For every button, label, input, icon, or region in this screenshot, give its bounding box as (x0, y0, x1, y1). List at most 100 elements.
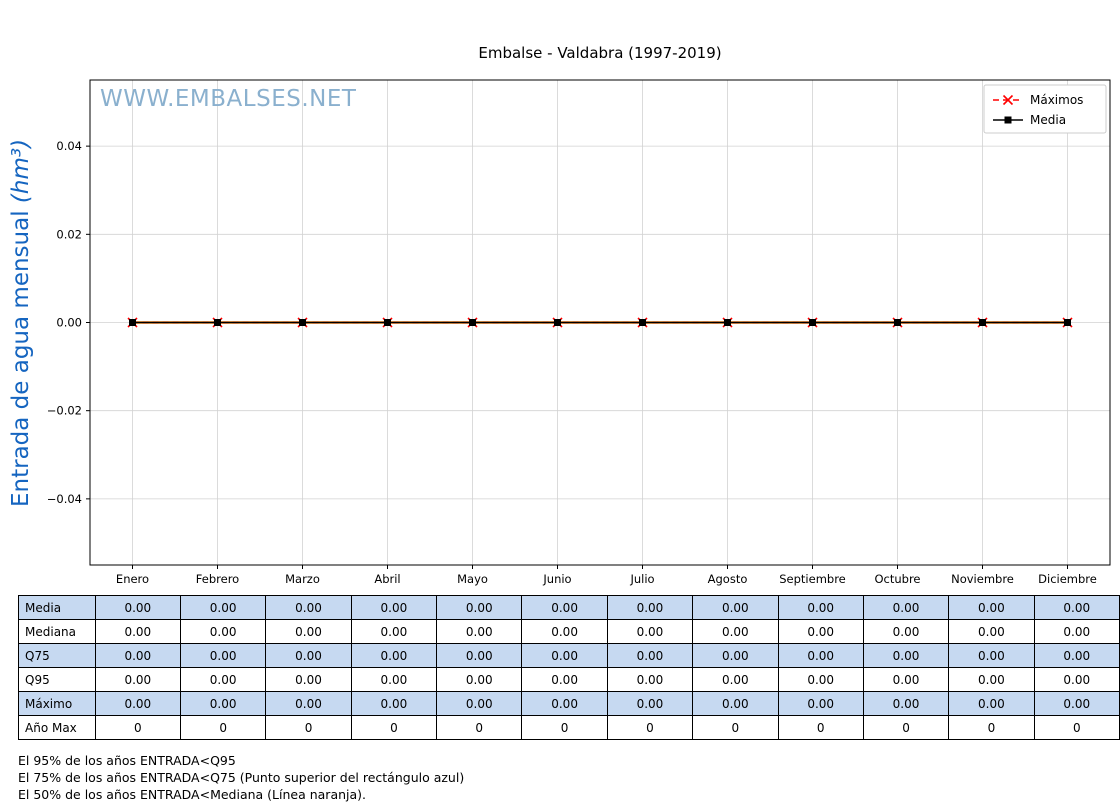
table-row: Año Max 0 0 0 0 0 0 0 0 0 0 0 0 (18, 715, 1120, 740)
legend-label: Máximos (1030, 93, 1083, 107)
svg-text:Septiembre: Septiembre (779, 572, 846, 586)
table-cell: 0.00 (692, 691, 779, 716)
table-cell: 0.00 (606, 691, 694, 716)
footnote-mediana: El 50% de los años ENTRADA<Mediana (Líne… (18, 787, 367, 802)
media-marker (299, 319, 306, 326)
table-cell: 0 (692, 715, 779, 740)
table-cell: 0.00 (179, 691, 267, 716)
table-cell: 0.00 (436, 643, 523, 668)
svg-text:Julio: Julio (629, 572, 654, 586)
table-cell: 0 (777, 715, 864, 740)
table-cell: 0.00 (436, 691, 523, 716)
svg-text:0.04: 0.04 (56, 139, 82, 153)
table-cell: 0.00 (1033, 643, 1120, 668)
table-cell: 0 (1033, 715, 1120, 740)
table-cell: 0.00 (862, 667, 950, 692)
chart-title: Embalse - Valdabra (1997-2019) (478, 44, 722, 62)
svg-text:Abril: Abril (374, 572, 400, 586)
table-cell: 0 (265, 715, 352, 740)
table-cell: 0.00 (948, 643, 1035, 668)
stats-table: Media 0.00 0.00 0.00 0.00 0.00 0.00 0.00 0.00 0.0… (18, 595, 1120, 740)
legend: Máximos Media (983, 84, 1107, 134)
table-cell: 0.00 (948, 619, 1035, 644)
table-cell: 0.00 (692, 667, 779, 692)
media-marker (129, 319, 136, 326)
table-cell: 0.00 (94, 643, 181, 668)
table-cell: 0.00 (1033, 691, 1120, 716)
table-cell: 0.00 (265, 595, 352, 620)
table-row-header: Q95 (18, 667, 96, 692)
table-cell: 0.00 (862, 643, 950, 668)
table-cell: 0.00 (862, 595, 950, 620)
media-marker (214, 319, 221, 326)
table-cell: 0 (862, 715, 950, 740)
media-marker (1004, 116, 1012, 124)
svg-text:0.02: 0.02 (56, 227, 82, 241)
table-cell: 0.00 (265, 643, 352, 668)
table-cell: 0.00 (179, 643, 267, 668)
table-cell: 0 (350, 715, 438, 740)
svg-text:Marzo: Marzo (285, 572, 320, 586)
y-axis-ticks: −0.04 −0.02 0.00 0.02 0.04 (47, 139, 90, 506)
svg-text:Enero: Enero (116, 572, 149, 586)
y-axis-label-units: (hm³) (8, 138, 34, 203)
watermark: WWW.EMBALSES.NET (100, 86, 357, 112)
table-cell: 0.00 (179, 595, 267, 620)
table-cell: 0.00 (179, 667, 267, 692)
table-cell: 0 (948, 715, 1035, 740)
table-cell: 0.00 (350, 643, 438, 668)
svg-text:Noviembre: Noviembre (951, 572, 1014, 586)
y-axis-label: Entrada de agua mensual (hm³) (8, 105, 34, 540)
media-marker (724, 319, 731, 326)
media-marker (384, 319, 391, 326)
table-cell: 0.00 (265, 667, 352, 692)
table-cell: 0.00 (777, 643, 864, 668)
y-axis-label-text: Entrada de agua mensual (8, 202, 34, 507)
table-cell: 0.00 (1033, 667, 1120, 692)
table-row: Media 0.00 0.00 0.00 0.00 0.00 0.00 0.00 0.00 0.0… (18, 595, 1120, 620)
table-cell: 0 (179, 715, 267, 740)
table-cell: 0.00 (521, 595, 608, 620)
footnotes: El 95% de los años ENTRADA<Q95 El 75% de… (18, 752, 464, 803)
x-axis-ticks: Enero Febrero Marzo Abril Mayo Junio Julio Agos… (116, 565, 1097, 586)
media-marker (469, 319, 476, 326)
table-cell: 0.00 (436, 619, 523, 644)
media-marker (809, 319, 816, 326)
svg-text:Diciembre: Diciembre (1038, 572, 1097, 586)
table-cell: 0.00 (606, 619, 694, 644)
table-cell: 0.00 (777, 619, 864, 644)
table-cell: 0.00 (179, 619, 267, 644)
table-row-header: Máximo (18, 691, 96, 716)
footnote-q95: El 95% de los años ENTRADA<Q95 (18, 753, 236, 768)
table-row: Q95 0.00 0.00 0.00 0.00 0.00 0.00 0.00 0.00 0.00 0… (18, 667, 1120, 692)
table-cell: 0.00 (350, 691, 438, 716)
table-cell: 0 (436, 715, 523, 740)
footnote-q75: El 75% de los años ENTRADA<Q75 (Punto su… (18, 770, 465, 785)
table-cell: 0.00 (862, 691, 950, 716)
table-cell: 0.00 (521, 667, 608, 692)
table-cell: 0.00 (521, 691, 608, 716)
legend-label: Media (1030, 113, 1066, 127)
table-cell: 0.00 (350, 667, 438, 692)
svg-text:Octubre: Octubre (874, 572, 920, 586)
table-cell: 0.00 (521, 619, 608, 644)
table-cell: 0 (94, 715, 181, 740)
table-cell: 0.00 (1033, 619, 1120, 644)
table-cell: 0.00 (521, 643, 608, 668)
svg-text:0.00: 0.00 (56, 316, 82, 330)
table-cell: 0.00 (777, 691, 864, 716)
plot-svg: −0.04 −0.02 0.00 0.02 0.04 Enero Febrero Marzo A… (47, 79, 1111, 586)
table-cell: 0.00 (94, 691, 181, 716)
table-row: Mediana 0.00 0.00 0.00 0.00 0.00 0.00 0.00 0.00 0… (18, 619, 1120, 644)
svg-text:Mayo: Mayo (457, 572, 488, 586)
table-row-header: Mediana (18, 619, 96, 644)
table-cell: 0.00 (606, 643, 694, 668)
table-cell: 0.00 (606, 667, 694, 692)
table-cell: 0.00 (862, 619, 950, 644)
table-cell: 0.00 (436, 667, 523, 692)
svg-text:−0.04: −0.04 (47, 492, 82, 506)
table-cell: 0.00 (692, 595, 779, 620)
table-row-header: Q75 (18, 643, 96, 668)
table-cell: 0.00 (265, 619, 352, 644)
